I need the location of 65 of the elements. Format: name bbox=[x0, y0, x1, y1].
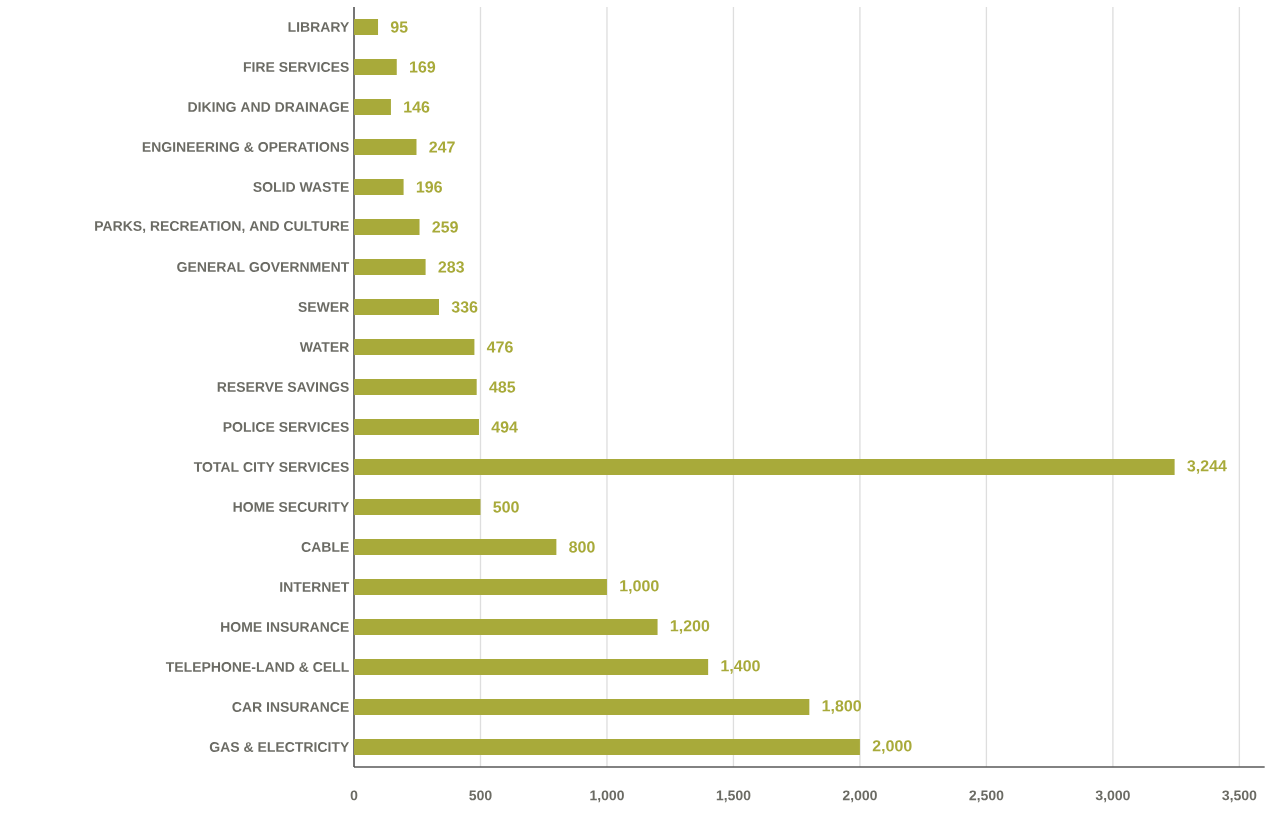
y-tick-label: POLICE SERVICES bbox=[223, 422, 349, 432]
bar bbox=[354, 539, 557, 555]
x-tick-label: 3,000 bbox=[1095, 790, 1130, 803]
x-tick-label: 2,000 bbox=[842, 790, 877, 803]
data-label: 1,800 bbox=[822, 700, 861, 714]
bar bbox=[354, 498, 481, 515]
data-label: 800 bbox=[569, 541, 595, 553]
y-tick-label: WATER bbox=[299, 342, 349, 352]
bar bbox=[354, 259, 426, 275]
y-tick-label: SOLID WASTE bbox=[253, 182, 349, 192]
y-tick-label: DIKING AND DRAINAGE bbox=[188, 102, 349, 112]
data-label: 196 bbox=[416, 181, 442, 193]
data-label: 3,244 bbox=[1187, 460, 1227, 474]
bar bbox=[354, 139, 417, 155]
y-tick-label: HOME INSURANCE bbox=[221, 622, 349, 632]
data-label: 1,200 bbox=[670, 620, 710, 634]
y-tick-label: FIRE SERVICES bbox=[243, 62, 349, 72]
y-tick-label: TOTAL CITY SERVICES bbox=[193, 462, 349, 472]
y-tick-label: HOME SECURITY bbox=[233, 502, 350, 512]
bar bbox=[354, 739, 860, 755]
y-tick-label: CAR INSURANCE bbox=[232, 702, 349, 712]
data-label: 500 bbox=[493, 501, 519, 513]
y-tick-label: INTERNET bbox=[280, 582, 350, 592]
x-tick-label: 0 bbox=[350, 790, 358, 801]
data-label: 2,000 bbox=[872, 740, 912, 754]
data-label: 485 bbox=[489, 381, 516, 393]
bar bbox=[354, 658, 709, 675]
data-label: 283 bbox=[438, 261, 464, 273]
bar bbox=[354, 378, 477, 395]
data-label: 146 bbox=[404, 101, 430, 113]
x-tick-label: 2,500 bbox=[969, 790, 1004, 803]
bar bbox=[354, 459, 1175, 475]
bar bbox=[354, 419, 479, 435]
bar bbox=[354, 339, 475, 355]
data-label: 1,400 bbox=[721, 660, 760, 674]
bar bbox=[354, 98, 391, 115]
y-tick-label: PARKS, RECREATION, AND CULTURE bbox=[95, 221, 349, 233]
y-tick-label: GENERAL GOVERNMENT bbox=[177, 262, 350, 272]
y-tick-label: ENGINEERING & OPERATIONS bbox=[142, 142, 349, 152]
data-label: 259 bbox=[432, 221, 458, 233]
bar bbox=[354, 178, 404, 195]
data-label: 95 bbox=[390, 21, 408, 33]
bar bbox=[354, 59, 397, 75]
x-tick-label: 1,500 bbox=[716, 790, 751, 803]
data-label: 169 bbox=[410, 61, 436, 73]
bar bbox=[354, 298, 439, 315]
bar bbox=[354, 219, 420, 235]
y-tick-label: CABLE bbox=[301, 542, 349, 552]
data-label: 247 bbox=[429, 141, 455, 153]
data-label: 494 bbox=[491, 421, 518, 433]
bar bbox=[354, 698, 810, 715]
x-tick-label: 3,500 bbox=[1222, 790, 1257, 803]
y-tick-label: TELEPHONE-LAND & CELL bbox=[165, 662, 349, 672]
bar bbox=[354, 19, 379, 35]
y-tick-label: SEWER bbox=[298, 302, 349, 312]
data-label: 336 bbox=[451, 301, 478, 313]
y-tick-label: GAS & ELECTRICITY bbox=[209, 742, 350, 752]
bar bbox=[354, 619, 658, 635]
bar bbox=[354, 578, 607, 595]
data-label: 1,000 bbox=[620, 580, 659, 594]
y-tick-label: LIBRARY bbox=[288, 22, 350, 32]
x-tick-label: 1,000 bbox=[590, 790, 624, 803]
y-tick-label: RESERVE SAVINGS bbox=[217, 382, 349, 392]
x-tick-label: 500 bbox=[469, 790, 492, 801]
data-label: 476 bbox=[486, 341, 513, 353]
